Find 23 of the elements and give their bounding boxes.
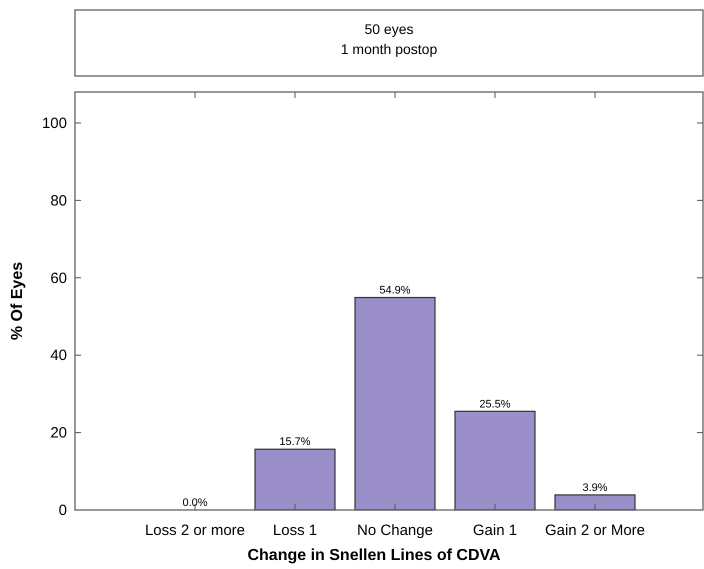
x-tick-label: Gain 1 [472,522,518,539]
bar [254,448,336,511]
y-tick-label: 100 [42,114,67,132]
x-tick-label: Gain 2 or More [544,522,646,539]
y-tick-label: 80 [50,192,67,210]
y-axis-title: % Of Eyes [9,262,26,340]
y-tick-label: 20 [50,424,67,442]
y-tick-label: 60 [50,270,67,287]
bar [554,494,636,511]
x-tick-label: Loss 2 or more [144,522,246,539]
chart-title: 50 eyes 1 month postop [340,21,438,57]
data-label: 0.0% [182,497,208,509]
data-label: 25.5% [479,398,511,410]
data-label: 54.9% [379,284,411,297]
data-label: 15.7% [279,436,311,448]
y-tick-label: 0 [58,502,67,519]
bar [354,296,436,511]
x-axis-title: Change in Snellen Lines of CDVA [247,547,501,564]
x-tick-label: No Change [357,522,433,539]
bar [454,410,536,511]
y-tick-label: 40 [50,347,67,364]
x-tick-label: Loss 1 [272,522,318,539]
data-label: 3.9% [582,482,608,494]
